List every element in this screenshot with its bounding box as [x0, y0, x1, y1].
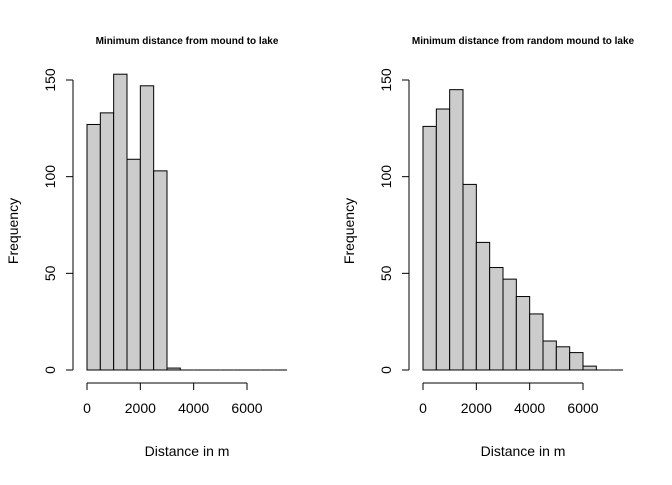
left-y-tick-label: 100 [42, 165, 58, 189]
left-histogram-bar [99, 112, 115, 371]
left-x-tick-label: 2000 [125, 400, 156, 416]
right-histogram-bar [569, 352, 584, 371]
left-chart-title: Minimum distance from mound to lake [96, 36, 279, 47]
right-histogram-bar [489, 267, 504, 371]
right-x-axis: 0 2000 4000 6000 [419, 382, 599, 416]
left-y-tick-label: 50 [42, 265, 58, 281]
left-histogram-bar [166, 367, 181, 371]
left-histogram-bar [153, 170, 168, 371]
right-y-axis: 0 50 100 150 [378, 68, 410, 374]
right-histogram-bar [435, 108, 451, 371]
right-x-axis-label: Distance in m [481, 443, 566, 459]
right-histogram-bar [582, 365, 597, 371]
left-histogram-bar [113, 73, 128, 371]
right-histogram-bar [555, 346, 571, 371]
left-histogram-panel: Minimum distance from mound to lake Dist… [5, 36, 287, 459]
left-bars [86, 73, 287, 371]
left-y-tick-label: 0 [42, 366, 58, 374]
left-histogram-bar [86, 123, 101, 371]
right-histogram-bar [529, 313, 544, 371]
left-y-axis: 0 50 100 150 [42, 68, 74, 374]
right-x-tick-label: 4000 [514, 400, 545, 416]
left-histogram-bar [139, 85, 155, 371]
right-x-tick-label: 0 [419, 400, 427, 416]
left-histogram-bar [126, 158, 141, 371]
left-x-tick-label: 6000 [231, 400, 262, 416]
right-histogram-bar [542, 340, 557, 371]
right-histogram-panel: Minimum distance from random mound to la… [341, 36, 635, 459]
left-y-axis-label: Frequency [5, 198, 21, 264]
left-x-tick-label: 4000 [178, 400, 209, 416]
right-y-axis-label: Frequency [341, 198, 357, 264]
right-histogram-bar [449, 89, 464, 371]
right-y-tick-label: 0 [378, 366, 394, 374]
right-histogram-bar [462, 183, 477, 371]
right-x-tick-label: 6000 [567, 400, 598, 416]
right-histogram-bar [422, 125, 437, 371]
left-x-axis: 0 2000 4000 6000 [83, 382, 263, 416]
right-histogram-bar [475, 241, 491, 371]
right-histogram-bar [515, 296, 531, 371]
right-histogram-bar [502, 278, 517, 371]
right-chart-title: Minimum distance from random mound to la… [412, 36, 635, 47]
left-x-tick-label: 0 [83, 400, 91, 416]
left-x-axis-label: Distance in m [145, 443, 230, 459]
right-bars [422, 89, 623, 371]
right-y-tick-label: 100 [378, 165, 394, 189]
right-y-tick-label: 50 [378, 265, 394, 281]
right-x-tick-label: 2000 [461, 400, 492, 416]
left-y-tick-label: 150 [42, 68, 58, 92]
right-y-tick-label: 150 [378, 68, 394, 92]
